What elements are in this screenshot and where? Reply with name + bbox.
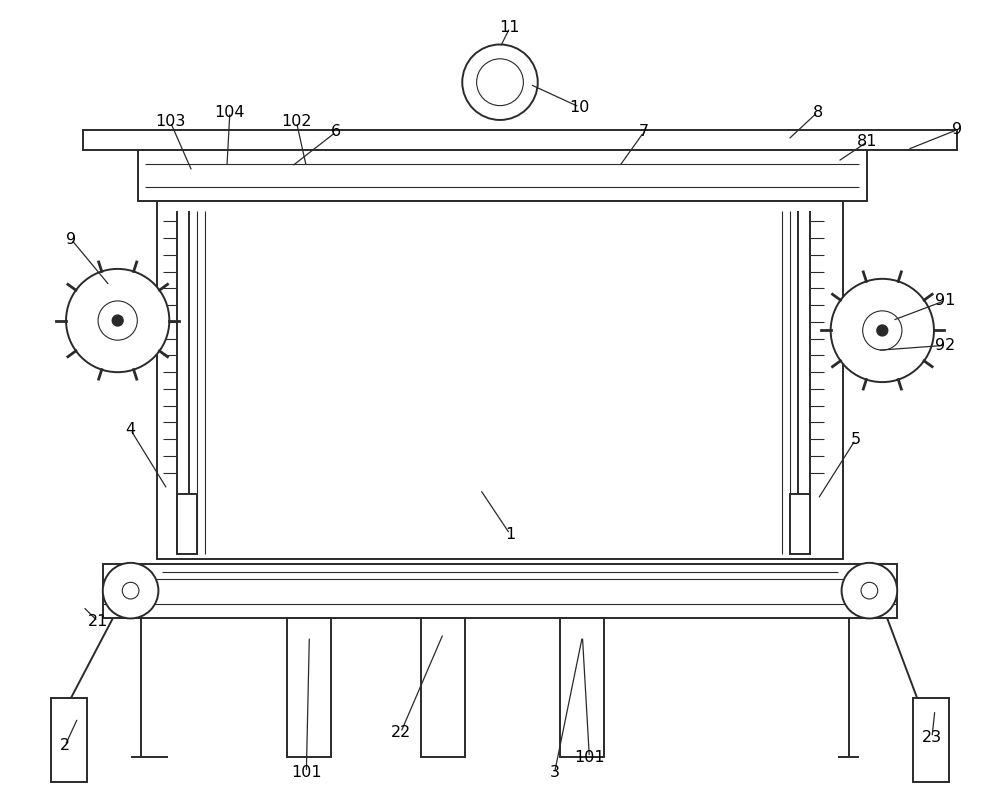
Circle shape [462,45,538,120]
Circle shape [66,269,169,372]
Circle shape [842,563,897,619]
Circle shape [98,301,137,340]
Circle shape [863,311,902,350]
Circle shape [831,279,934,382]
Text: 7: 7 [639,124,649,139]
Circle shape [477,59,523,106]
Text: 9: 9 [952,122,962,138]
Circle shape [877,325,887,335]
Text: 4: 4 [126,422,136,437]
Bar [138,149,867,201]
Bar [51,698,87,782]
Text: 8: 8 [813,104,823,119]
Text: 23: 23 [922,730,942,745]
Text: 22: 22 [391,725,411,740]
Text: 6: 6 [331,124,341,139]
Circle shape [103,563,158,619]
Text: 91: 91 [935,293,955,308]
Circle shape [113,316,123,326]
Text: 104: 104 [215,104,245,119]
Text: 92: 92 [935,338,955,353]
Bar [177,494,197,554]
Bar [287,619,331,758]
Text: 5: 5 [850,432,861,448]
Circle shape [861,582,878,599]
Bar [157,201,843,559]
Bar [913,698,949,782]
Text: 2: 2 [60,738,70,753]
Text: 81: 81 [857,134,878,149]
Text: 9: 9 [66,231,76,246]
Text: 3: 3 [550,765,560,780]
Text: 102: 102 [281,114,312,130]
Bar [103,564,897,619]
Bar [790,494,810,554]
Text: 101: 101 [291,765,322,780]
Bar [83,130,957,149]
Text: 10: 10 [569,99,590,114]
Text: 11: 11 [500,20,520,35]
Bar [421,619,465,758]
Text: 21: 21 [88,614,108,629]
Text: 103: 103 [155,114,186,130]
Bar [560,619,604,758]
Text: 1: 1 [505,526,515,541]
Text: 101: 101 [574,750,605,765]
Circle shape [122,582,139,599]
